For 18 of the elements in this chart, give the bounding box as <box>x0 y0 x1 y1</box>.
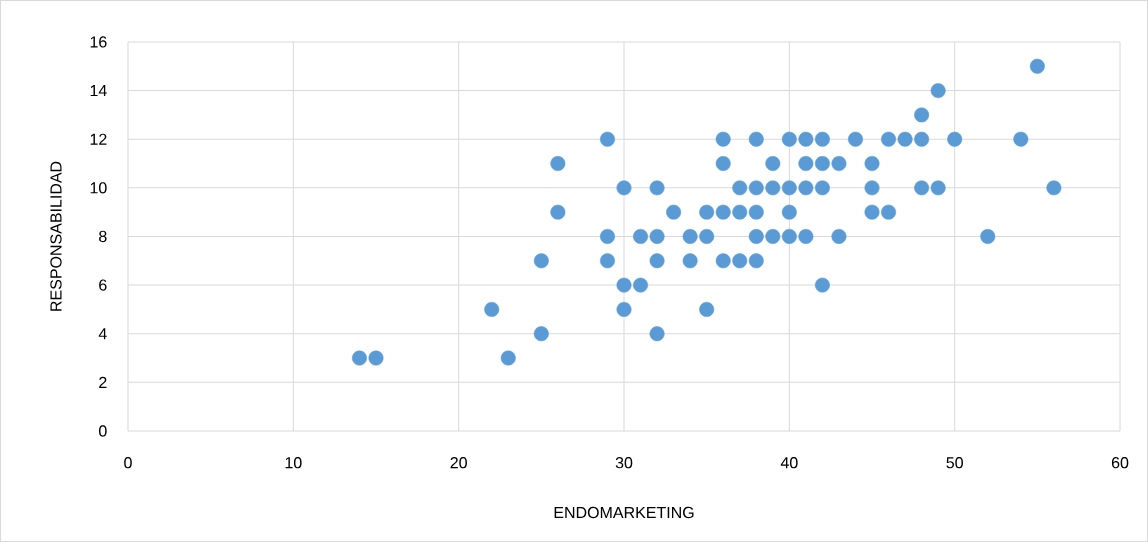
y-tick-label: 14 <box>90 85 107 97</box>
y-tick-label: 6 <box>99 279 107 291</box>
x-tick-label: 30 <box>615 457 633 469</box>
y-tick-label: 4 <box>98 328 107 340</box>
y-tick-label: 12 <box>90 133 107 145</box>
y-tick-label: 0 <box>99 425 107 437</box>
x-tick-label: 40 <box>780 457 798 469</box>
y-tick-label: 10 <box>90 182 107 194</box>
x-tick-label: 0 <box>124 457 132 469</box>
x-axis-title: ENDOMARKETING <box>554 506 694 519</box>
x-tick-label: 10 <box>285 457 302 469</box>
x-tick-label: 20 <box>450 457 467 469</box>
y-tick-label: 8 <box>99 230 107 243</box>
y-tick-label: 16 <box>90 36 107 48</box>
x-tick-label: 60 <box>1111 457 1129 469</box>
x-tick-label: 50 <box>946 457 963 469</box>
y-tick-label: 2 <box>99 376 107 388</box>
y-axis-title: RESPONSABILIDAD <box>50 161 62 311</box>
